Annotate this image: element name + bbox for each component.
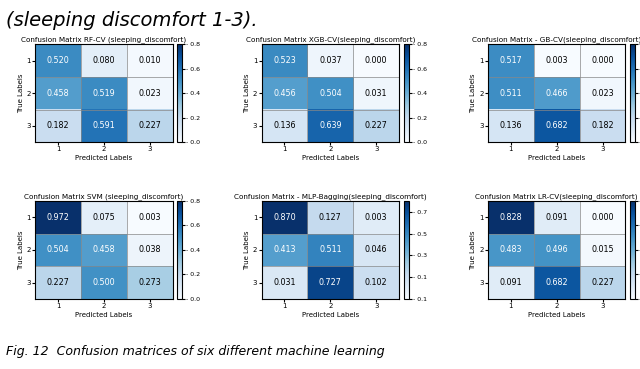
Title: Confusion Matrix XGB-CV(sleeping_discomfort): Confusion Matrix XGB-CV(sleeping_discomf… xyxy=(246,37,415,43)
Y-axis label: True Labels: True Labels xyxy=(18,230,24,270)
Text: 0.102: 0.102 xyxy=(365,278,387,287)
Y-axis label: True Labels: True Labels xyxy=(244,73,250,113)
Text: 0.227: 0.227 xyxy=(47,278,70,287)
Text: 0.682: 0.682 xyxy=(545,121,568,130)
Text: (sleeping discomfort 1-3).: (sleeping discomfort 1-3). xyxy=(6,11,258,30)
Text: 0.136: 0.136 xyxy=(500,121,522,130)
Text: 0.003: 0.003 xyxy=(365,213,387,222)
Title: Confusion Matrix - GB-CV(sleeping_discomfort): Confusion Matrix - GB-CV(sleeping_discom… xyxy=(472,37,640,43)
X-axis label: Predicted Labels: Predicted Labels xyxy=(528,155,586,161)
Text: 0.972: 0.972 xyxy=(47,213,70,222)
Text: 0.227: 0.227 xyxy=(591,278,614,287)
Title: Confusion Matrix RF-CV (sleeping_discomfort): Confusion Matrix RF-CV (sleeping_discomf… xyxy=(21,37,186,43)
Text: 0.038: 0.038 xyxy=(139,245,161,255)
Text: Fig. 12  Confusion matrices of six different machine learning: Fig. 12 Confusion matrices of six differ… xyxy=(6,345,385,358)
Text: 0.870: 0.870 xyxy=(273,213,296,222)
Text: 0.517: 0.517 xyxy=(499,56,522,65)
Text: 0.591: 0.591 xyxy=(93,121,115,130)
Text: 0.000: 0.000 xyxy=(591,56,614,65)
X-axis label: Predicted Labels: Predicted Labels xyxy=(301,312,359,318)
Text: 0.504: 0.504 xyxy=(319,89,342,98)
Text: 0.182: 0.182 xyxy=(591,121,614,130)
Text: 0.227: 0.227 xyxy=(365,121,388,130)
Text: 0.227: 0.227 xyxy=(138,121,161,130)
Text: 0.000: 0.000 xyxy=(365,56,387,65)
Text: 0.458: 0.458 xyxy=(47,89,70,98)
Y-axis label: True Labels: True Labels xyxy=(470,230,476,270)
Text: 0.828: 0.828 xyxy=(499,213,522,222)
Y-axis label: True Labels: True Labels xyxy=(244,230,250,270)
Text: 0.523: 0.523 xyxy=(273,56,296,65)
Text: 0.091: 0.091 xyxy=(545,213,568,222)
Text: 0.015: 0.015 xyxy=(591,245,614,255)
Text: 0.466: 0.466 xyxy=(545,89,568,98)
Title: Confusion Matrix SVM (sleeping_discomfort): Confusion Matrix SVM (sleeping_discomfor… xyxy=(24,193,184,200)
Text: 0.091: 0.091 xyxy=(499,278,522,287)
Text: 0.456: 0.456 xyxy=(273,89,296,98)
Text: 0.483: 0.483 xyxy=(500,245,522,255)
Text: 0.520: 0.520 xyxy=(47,56,70,65)
Text: 0.413: 0.413 xyxy=(273,245,296,255)
X-axis label: Predicted Labels: Predicted Labels xyxy=(76,155,132,161)
Text: 0.023: 0.023 xyxy=(138,89,161,98)
Text: 0.075: 0.075 xyxy=(93,213,115,222)
Text: 0.080: 0.080 xyxy=(93,56,115,65)
Title: Confusion Matrix - MLP-Bagging(sleeping_discomfort): Confusion Matrix - MLP-Bagging(sleeping_… xyxy=(234,193,427,200)
Text: 0.010: 0.010 xyxy=(139,56,161,65)
Text: 0.639: 0.639 xyxy=(319,121,342,130)
Text: 0.273: 0.273 xyxy=(138,278,161,287)
Text: 0.046: 0.046 xyxy=(365,245,387,255)
Text: 0.182: 0.182 xyxy=(47,121,70,130)
Text: 0.023: 0.023 xyxy=(591,89,614,98)
Text: 0.519: 0.519 xyxy=(93,89,115,98)
Title: Confusion Matrix LR-CV(sleeping_discomfort): Confusion Matrix LR-CV(sleeping_discomfo… xyxy=(476,193,638,200)
Text: 0.031: 0.031 xyxy=(365,89,387,98)
Text: 0.727: 0.727 xyxy=(319,278,342,287)
X-axis label: Predicted Labels: Predicted Labels xyxy=(76,312,132,318)
Text: 0.496: 0.496 xyxy=(545,245,568,255)
Text: 0.127: 0.127 xyxy=(319,213,342,222)
Y-axis label: True Labels: True Labels xyxy=(18,73,24,113)
Text: 0.136: 0.136 xyxy=(273,121,296,130)
Text: 0.504: 0.504 xyxy=(47,245,70,255)
Text: 0.458: 0.458 xyxy=(93,245,115,255)
X-axis label: Predicted Labels: Predicted Labels xyxy=(301,155,359,161)
Text: 0.031: 0.031 xyxy=(273,278,296,287)
Text: 0.511: 0.511 xyxy=(319,245,342,255)
Text: 0.682: 0.682 xyxy=(545,278,568,287)
X-axis label: Predicted Labels: Predicted Labels xyxy=(528,312,586,318)
Text: 0.003: 0.003 xyxy=(139,213,161,222)
Text: 0.000: 0.000 xyxy=(591,213,614,222)
Text: 0.003: 0.003 xyxy=(545,56,568,65)
Text: 0.500: 0.500 xyxy=(93,278,115,287)
Y-axis label: True Labels: True Labels xyxy=(470,73,476,113)
Text: 0.511: 0.511 xyxy=(499,89,522,98)
Text: 0.037: 0.037 xyxy=(319,56,342,65)
